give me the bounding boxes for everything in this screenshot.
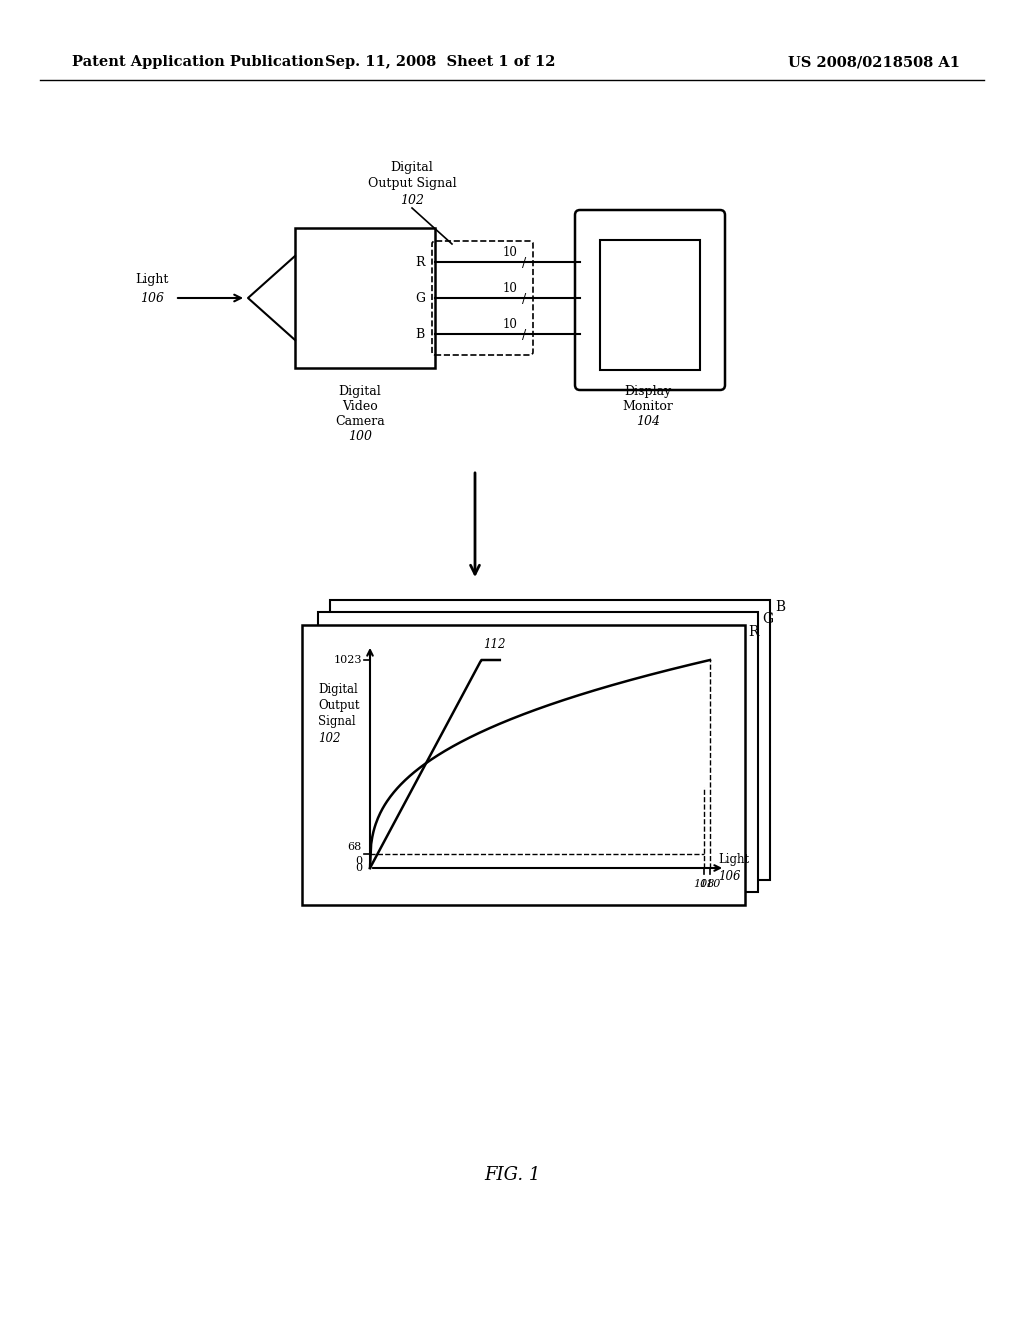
Text: /: /	[522, 257, 526, 271]
Text: B: B	[775, 601, 785, 614]
Text: Signal: Signal	[318, 715, 355, 729]
Text: Sep. 11, 2008  Sheet 1 of 12: Sep. 11, 2008 Sheet 1 of 12	[325, 55, 555, 69]
Text: Light: Light	[135, 273, 169, 286]
Text: 106: 106	[140, 292, 164, 305]
Text: Digital: Digital	[318, 684, 357, 697]
Bar	[295, 228, 435, 368]
Text: Camera: Camera	[335, 414, 385, 428]
Text: Video: Video	[342, 400, 378, 413]
Text: FIG. 1: FIG. 1	[483, 1166, 541, 1184]
Text: Display: Display	[625, 385, 672, 399]
FancyBboxPatch shape	[575, 210, 725, 389]
Text: 100: 100	[348, 430, 372, 444]
Text: 102: 102	[318, 731, 341, 744]
Text: Light: Light	[718, 854, 750, 866]
Text: 104: 104	[636, 414, 660, 428]
Text: 10: 10	[503, 281, 517, 294]
Text: 1023: 1023	[334, 655, 362, 665]
Text: Output Signal: Output Signal	[368, 177, 457, 190]
Text: 68: 68	[348, 842, 362, 853]
Text: Output: Output	[318, 700, 359, 713]
Text: Patent Application Publication: Patent Application Publication	[72, 55, 324, 69]
Text: G: G	[762, 612, 773, 626]
Text: G: G	[415, 292, 425, 305]
Text: 10: 10	[503, 318, 517, 330]
Text: R: R	[416, 256, 425, 268]
Text: 112: 112	[483, 639, 506, 652]
Text: R: R	[748, 624, 759, 639]
Bar	[330, 601, 770, 880]
Text: 0: 0	[355, 863, 362, 873]
Bar	[600, 240, 700, 370]
Text: Monitor: Monitor	[623, 400, 674, 413]
Text: 102: 102	[400, 194, 424, 206]
Text: B: B	[416, 327, 425, 341]
Text: 108: 108	[693, 879, 715, 888]
Text: 0: 0	[355, 857, 362, 866]
Text: /: /	[522, 330, 526, 342]
Text: 106: 106	[718, 870, 740, 883]
Text: /: /	[522, 293, 526, 306]
Bar	[302, 624, 745, 906]
Text: Digital: Digital	[390, 161, 433, 174]
Text: Digital: Digital	[339, 385, 381, 399]
Text: US 2008/0218508 A1: US 2008/0218508 A1	[788, 55, 961, 69]
Text: 10: 10	[503, 246, 517, 259]
Bar	[318, 612, 758, 892]
Text: 110: 110	[699, 879, 721, 888]
